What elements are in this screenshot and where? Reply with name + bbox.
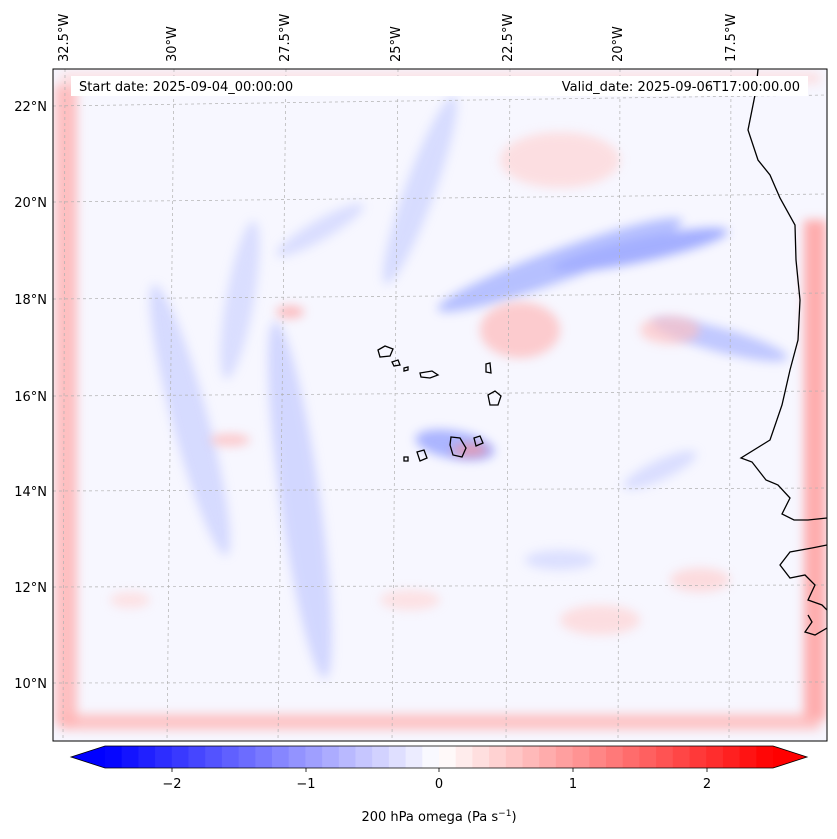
lat-tick-10N: 10°N	[14, 677, 47, 692]
colorbar-segment	[405, 746, 423, 768]
colorbar-segment	[505, 746, 524, 768]
colorbar-segment	[238, 746, 256, 768]
colorbar-segment	[322, 746, 340, 768]
lon-tick-30W: 30°W	[165, 26, 180, 62]
lon-tick-27-5W: 27.5°W	[278, 14, 293, 62]
island-sao-vicente	[391, 359, 401, 367]
lat-tick-14N: 14°N	[14, 485, 47, 500]
lat-tick-16N: 16°N	[14, 390, 47, 405]
colorbar-segment	[105, 746, 123, 768]
colorbar-segment	[589, 746, 607, 768]
map-frame	[52, 68, 828, 742]
coastlines	[377, 69, 827, 636]
cb-tick-0: 0	[435, 777, 443, 792]
longitude-tick-labels: 32.5°W 30°W 27.5°W 25°W 22.5°W 20°W 17.5…	[57, 14, 739, 62]
colorbar-segment	[188, 746, 206, 768]
colorbar-segment	[555, 746, 574, 768]
positive-omega-areas	[110, 132, 730, 635]
colorbar-segment	[305, 746, 323, 768]
lon-tick-17-5W: 17.5°W	[724, 14, 739, 62]
colorbar-segment	[572, 746, 590, 768]
colorbar-segment	[439, 746, 457, 768]
colorbar-segment	[622, 746, 640, 768]
africa-coast	[739, 69, 827, 521]
valid-date-label: Valid_date: 2025-09-06T17:00:00.00	[562, 80, 800, 95]
cb-tick-2: 2	[703, 777, 711, 792]
colorbar-segment	[171, 746, 190, 768]
lon-tick-25W: 25°W	[389, 26, 404, 62]
negative-omega-areas	[149, 95, 788, 679]
lon-tick-20W: 20°W	[611, 26, 626, 62]
boundary-relaxation-zone	[55, 72, 826, 730]
colorbar-segment	[138, 746, 156, 768]
lat-tick-18N: 18°N	[14, 293, 47, 308]
colorbar-segment	[355, 746, 373, 768]
colorbar-segment	[121, 746, 139, 768]
colorbar-segment	[255, 746, 273, 768]
colorbar-segment	[539, 746, 557, 768]
lat-tick-12N: 12°N	[14, 581, 47, 596]
colorbar-segment	[205, 746, 223, 768]
colorbar-segment	[388, 746, 407, 768]
lon-tick-22-5W: 22.5°W	[501, 14, 516, 62]
island-santa-luzia	[403, 366, 409, 372]
island-maio	[473, 435, 484, 447]
colorbar-segment	[656, 746, 674, 768]
cb-tick-1: 1	[569, 777, 577, 792]
colorbar-segments	[105, 746, 774, 768]
colorbar-segment	[739, 746, 757, 768]
lat-tick-22N: 22°N	[14, 100, 47, 115]
graticule	[53, 69, 827, 741]
lat-tick-20N: 20°N	[14, 196, 47, 211]
colorbar-segment	[606, 746, 624, 768]
colorbar-segment	[489, 746, 507, 768]
island-sao-nicolau	[419, 370, 440, 379]
colorbar-ticks	[171, 768, 708, 772]
latitude-tick-labels: 22°N 20°N 18°N 16°N 14°N 12°N 10°N	[14, 100, 47, 692]
island-fogo	[416, 449, 428, 462]
colorbar-label: 200 hPa omega (Pa s−1)	[361, 809, 516, 825]
colorbar-min-extension	[71, 746, 105, 768]
cb-tick-minus1: −1	[296, 777, 315, 792]
colorbar-segment	[756, 746, 774, 768]
guinea-coast	[779, 544, 827, 611]
colorbar-segment	[455, 746, 473, 768]
colorbar-segment	[221, 746, 240, 768]
island-boa-vista	[487, 390, 502, 406]
colorbar-segment	[272, 746, 290, 768]
island-santo-antao	[377, 345, 394, 358]
island-santiago	[449, 436, 467, 458]
colorbar-segment	[472, 746, 490, 768]
colorbar-segment	[722, 746, 741, 768]
colorbar-segment	[639, 746, 657, 768]
colorbar-segment	[672, 746, 691, 768]
colorbar-segment	[689, 746, 707, 768]
colorbar-segment	[155, 746, 173, 768]
colorbar-segment	[288, 746, 306, 768]
date-info-box	[71, 76, 808, 96]
colorbar-segment	[338, 746, 357, 768]
start-date-label: Start date: 2025-09-04_00:00:00	[79, 80, 293, 95]
colorbar: −2 −1 0 1 2 200 hPa omega (Pa s−1)	[69, 745, 809, 825]
omega-field	[53, 69, 827, 741]
colorbar-outline	[69, 745, 809, 769]
colorbar-segment	[522, 746, 540, 768]
colorbar-max-extension	[773, 746, 807, 768]
colorbar-segment	[422, 746, 440, 768]
lon-tick-32-5W: 32.5°W	[57, 14, 72, 62]
colorbar-segment	[372, 746, 390, 768]
island-sal	[485, 362, 492, 374]
colorbar-segment	[706, 746, 724, 768]
bissagos-islands	[803, 614, 827, 636]
island-brava	[403, 456, 409, 462]
cb-tick-minus2: −2	[162, 777, 181, 792]
map-panel: Start date: 2025-09-04_00:00:00 Valid_da…	[52, 68, 828, 742]
